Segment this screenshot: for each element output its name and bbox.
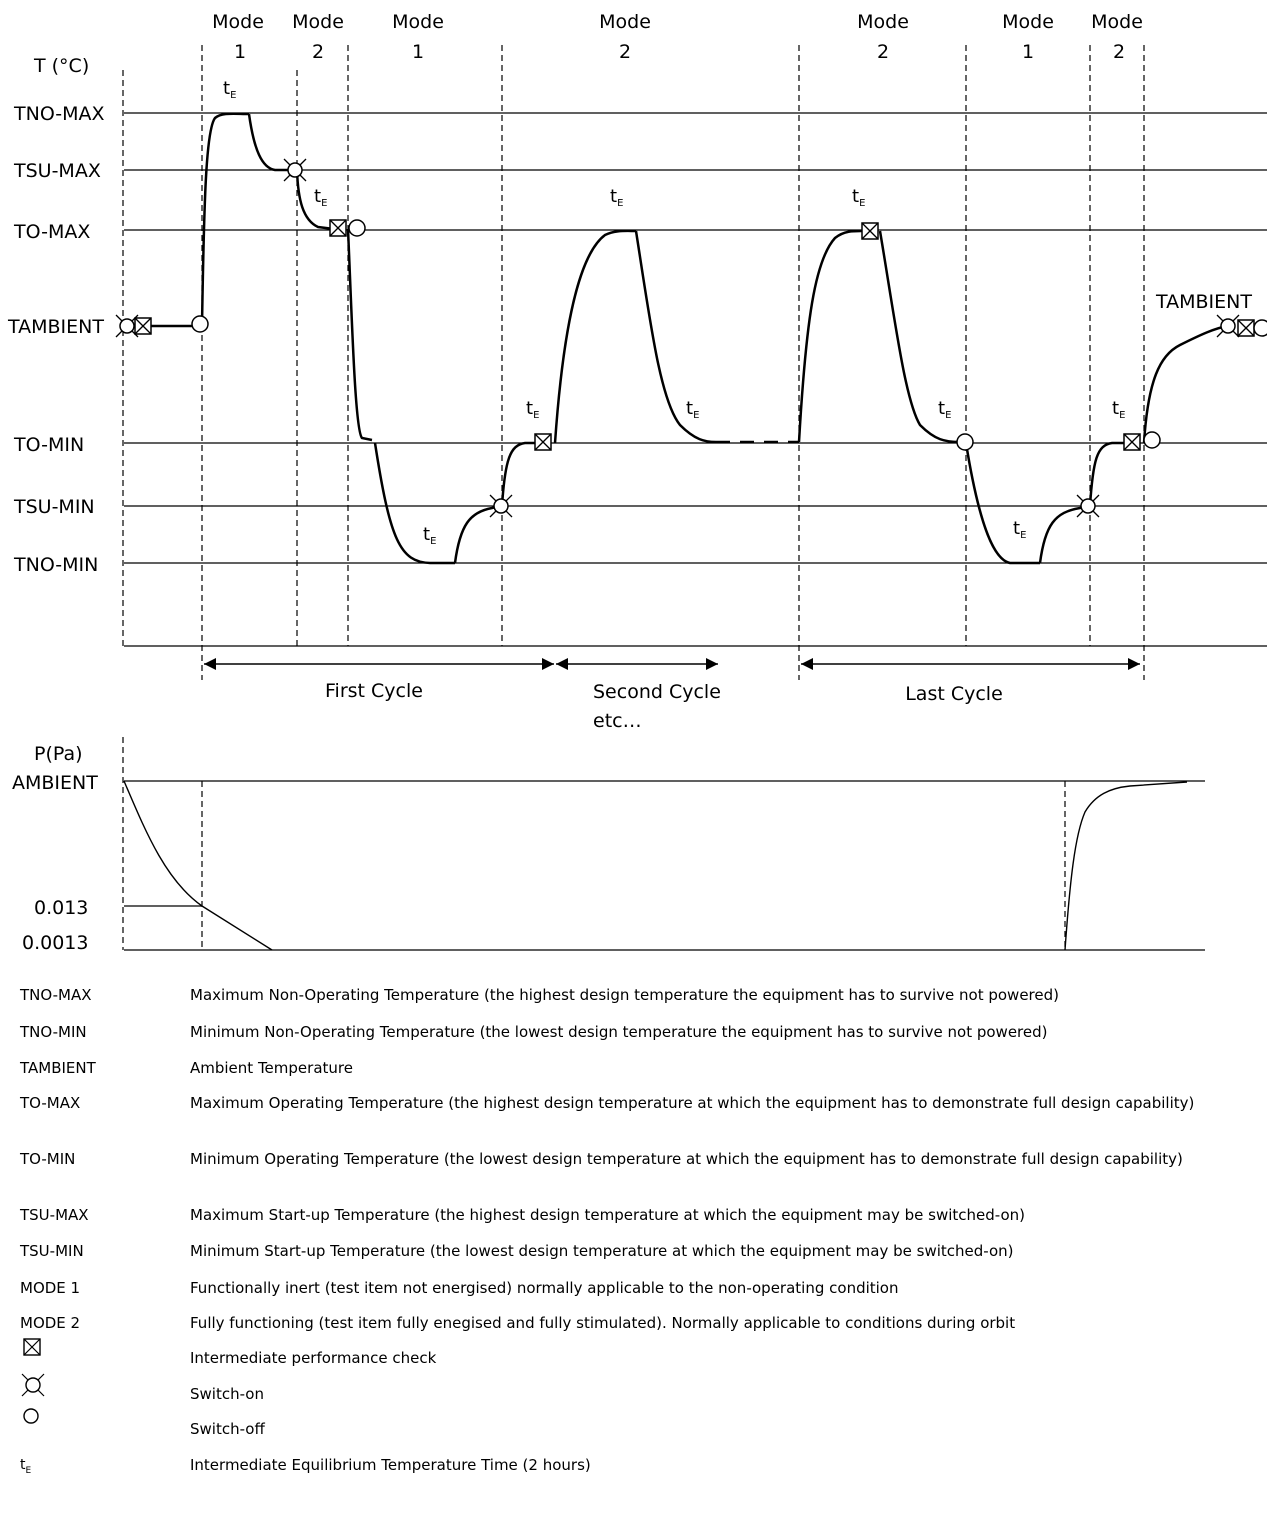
legend-term: TSU-MAX <box>20 1206 89 1224</box>
legend-definition: Minimum Non-Operating Temperature (the l… <box>190 1023 1048 1041</box>
level-tsu-max: TSU-MAX <box>13 160 101 182</box>
switch-off-icon <box>348 219 366 237</box>
second-cycle-label: Second Cycle <box>593 681 721 703</box>
pressure-level-0-0013: 0.0013 <box>22 932 88 954</box>
dwell-time-label: tE <box>423 524 436 547</box>
level-tno-min: TNO-MIN <box>13 554 98 576</box>
legend-definition: Intermediate Equilibrium Temperature Tim… <box>190 1456 591 1474</box>
mode-label-number: 1 <box>412 41 424 63</box>
switch-on-icon <box>1076 494 1100 518</box>
temperature-level-lines <box>124 112 1267 647</box>
level-tambient-right: TAMBIENT <box>1155 291 1252 313</box>
performance-check-icon <box>861 222 879 240</box>
te-legend-symbol: tE <box>20 1456 31 1481</box>
temperature-axis-title: T (°C) <box>33 55 89 77</box>
level-to-min: TO-MIN <box>13 434 84 456</box>
temperature-panel: T (°C) TNO-MAX TSU-MAX TO-MAX TAMBIENT T… <box>7 11 1267 732</box>
legend-term: TNO-MIN <box>20 1023 87 1041</box>
first-cycle-label: First Cycle <box>325 680 423 702</box>
switch-off-icon <box>191 315 209 333</box>
legend-definition: Minimum Start-up Temperature (the lowest… <box>190 1242 1014 1260</box>
switch-on-icon <box>21 1373 45 1397</box>
mode-label-number: 2 <box>312 41 324 63</box>
mode-label-word: Mode <box>857 11 909 33</box>
legend-definition: Intermediate performance check <box>190 1349 437 1367</box>
legend-definition: Minimum Operating Temperature (the lowes… <box>190 1150 1183 1168</box>
pressure-level-lines <box>124 780 1205 951</box>
pressure-boundaries <box>122 737 1066 950</box>
dwell-time-label: tE <box>938 398 951 421</box>
performance-check-icon <box>329 219 347 237</box>
legend-definition: Functionally inert (test item not energi… <box>190 1279 899 1297</box>
pressure-profile <box>123 780 1188 951</box>
thermal-vacuum-cycle-diagram: T (°C) TNO-MAX TSU-MAX TO-MAX TAMBIENT T… <box>7 11 1267 954</box>
dwell-time-label: tE <box>686 398 699 421</box>
te-symbol-t: t <box>20 1457 26 1473</box>
legend-definition: Maximum Operating Temperature (the highe… <box>190 1094 1195 1112</box>
legend-term: TO-MIN <box>20 1150 76 1168</box>
dwell-time-label: tE <box>852 186 865 209</box>
mode-label-number: 2 <box>1113 41 1125 63</box>
level-to-max: TO-MAX <box>13 221 90 243</box>
switch-off-icon <box>956 433 974 451</box>
mode-labels: Mode 1 Mode 2 Mode 1 Mode 2 Mode 2 Mode … <box>212 11 1143 63</box>
dwell-time-label: tE <box>223 78 236 101</box>
mode-label-number: 1 <box>1022 41 1034 63</box>
level-tno-max: TNO-MAX <box>13 103 105 125</box>
legend-definition: Switch-on <box>190 1385 264 1403</box>
dwell-time-label: tE <box>1112 398 1125 421</box>
legend-term: TNO-MAX <box>20 986 92 1004</box>
performance-check-icon <box>1237 319 1255 337</box>
legend-term: TSU-MIN <box>20 1242 84 1260</box>
last-cycle-label: Last Cycle <box>905 683 1003 705</box>
te-symbol-sub: E <box>25 1465 32 1476</box>
mode-label-number: 1 <box>234 41 246 63</box>
pressure-level-0-013: 0.013 <box>34 897 88 919</box>
mode-label-number: 2 <box>619 41 631 63</box>
dwell-time-label: tE <box>610 186 623 209</box>
performance-check-icon <box>1123 433 1141 451</box>
mode-label-word: Mode <box>212 11 264 33</box>
switch-on-icon <box>1216 314 1240 338</box>
mode-label-number: 2 <box>877 41 889 63</box>
switch-on-icon <box>489 494 513 518</box>
mode-label-word: Mode <box>392 11 444 33</box>
legend-term: TAMBIENT <box>20 1059 96 1077</box>
mode-label-word: Mode <box>1002 11 1054 33</box>
switch-off-icon <box>23 1408 39 1424</box>
legend-definition: Switch-off <box>190 1420 265 1438</box>
dwell-time-label: tE <box>526 398 539 421</box>
legend-definition: Fully functioning (test item fully enegi… <box>190 1314 1016 1332</box>
level-tambient: TAMBIENT <box>7 316 104 338</box>
pressure-axis-title: P(Pa) <box>34 743 83 765</box>
dwell-time-label: tE <box>314 186 327 209</box>
switch-on-icon <box>283 158 307 182</box>
performance-check-icon <box>534 433 552 451</box>
mode-label-word: Mode <box>1091 11 1143 33</box>
legend-term: TO-MAX <box>20 1094 81 1112</box>
performance-check-icon <box>23 1338 41 1356</box>
performance-check-icon <box>134 317 152 335</box>
mode-label-word: Mode <box>599 11 651 33</box>
temperature-profile <box>137 112 1229 565</box>
legend-definition: Maximum Non-Operating Temperature (the h… <box>190 986 1059 1004</box>
pressure-panel: P(Pa) AMBIENT 0.013 0.0013 <box>12 737 1205 954</box>
legend-term: MODE 2 <box>20 1314 81 1332</box>
level-tsu-min: TSU-MIN <box>13 496 95 518</box>
mode-boundaries <box>122 45 1145 680</box>
legend-definition: Maximum Start-up Temperature (the highes… <box>190 1206 1025 1224</box>
switch-off-icon <box>1143 431 1161 449</box>
legend-term: MODE 1 <box>20 1279 81 1297</box>
mode-label-word: Mode <box>292 11 344 33</box>
switch-off-icon <box>1253 319 1267 337</box>
second-cycle-continuation: etc… <box>593 710 642 732</box>
dwell-time-labels: tE tE tE tE tE tE tE tE tE tE <box>223 78 1125 547</box>
dwell-time-label: tE <box>1013 518 1026 541</box>
pressure-level-ambient: AMBIENT <box>12 772 98 794</box>
legend-definition: Ambient Temperature <box>190 1059 353 1077</box>
